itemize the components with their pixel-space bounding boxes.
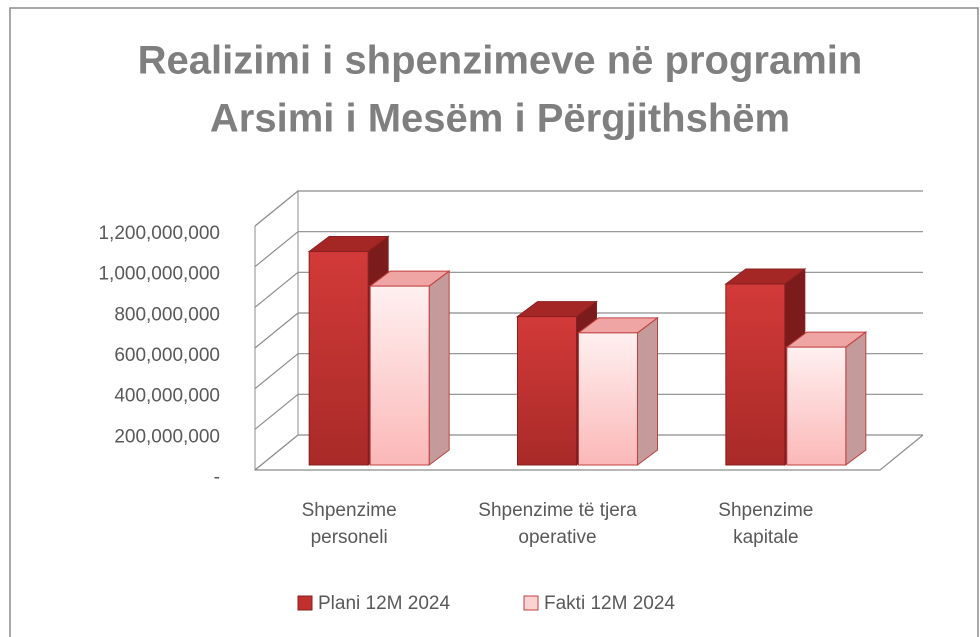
grid-line <box>254 312 923 349</box>
y-tick-label: 800,000,000 <box>114 304 220 325</box>
legend-label: Plani 12M 2024 <box>318 593 450 614</box>
legend-swatch <box>297 595 313 611</box>
bar-side <box>845 331 867 466</box>
grid-line <box>254 434 923 471</box>
grid-line <box>254 190 923 227</box>
bar-side <box>428 270 450 466</box>
grid-line <box>254 271 923 308</box>
bar-front <box>517 316 577 466</box>
chart-title: Realizimi i shpenzimeve në programin <box>138 39 863 83</box>
bar-front <box>578 332 638 466</box>
x-tick-label: Shpenzime personeli <box>301 500 397 548</box>
grid-line <box>254 393 923 430</box>
y-tick-label: 1,200,000,000 <box>98 223 220 244</box>
y-tick-label: - <box>214 467 220 488</box>
bar <box>785 331 868 466</box>
bar-side <box>637 316 658 466</box>
x-tick-label: Shpenzime kapitale <box>718 500 814 548</box>
bar-front <box>369 285 430 466</box>
x-tick-label: Shpenzime të tjera operative <box>478 500 637 548</box>
legend-swatch <box>523 595 539 611</box>
chart-title: Arsimi i Mesëm i Përgjithshëm <box>210 97 790 141</box>
y-tick-label: 1,000,000,000 <box>98 264 220 285</box>
grid-line <box>254 353 923 390</box>
bar <box>368 270 451 466</box>
y-tick-label: 600,000,000 <box>114 345 220 366</box>
bar-front <box>786 346 847 466</box>
bar-front <box>308 251 369 466</box>
legend-label: Fakti 12M 2024 <box>544 593 675 614</box>
chart-border <box>9 7 979 637</box>
bar <box>577 316 659 466</box>
floor <box>255 434 924 471</box>
y-tick-label: 200,000,000 <box>114 426 220 447</box>
grid-line <box>254 231 923 268</box>
bar-front <box>725 283 786 466</box>
y-tick-label: 400,000,000 <box>114 386 220 407</box>
